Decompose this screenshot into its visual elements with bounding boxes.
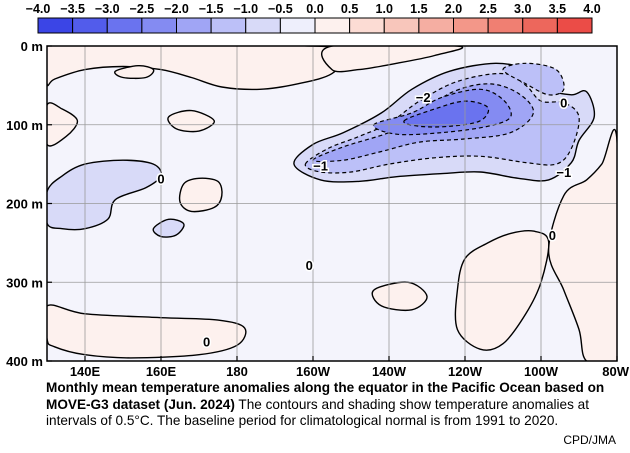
x-tick-label: 140E [70, 364, 101, 379]
colorbar-swatch [349, 17, 385, 34]
colorbar-swatch [245, 17, 281, 34]
colorbar-swatch [37, 17, 74, 34]
contour-label: 0 [157, 171, 164, 186]
x-tick-label: 140W [372, 364, 407, 379]
x-tick-label: 100W [524, 364, 559, 379]
positive-anomaly-region [167, 109, 215, 133]
colorbar-tick-label: −2.5 [130, 2, 155, 16]
contour-label: 0 [549, 228, 556, 243]
colorbar-swatch [487, 17, 524, 34]
colorbar-swatch [383, 17, 420, 34]
anomaly-shading [47, 46, 617, 361]
colorbar-tick-label: 2.5 [479, 2, 496, 16]
positive-anomaly-region [320, 46, 464, 73]
colorbar-tick-label: −1.5 [199, 2, 224, 16]
colorbar-swatch [279, 17, 316, 34]
contour-label: 0 [203, 334, 210, 349]
x-tick-label: 160E [146, 364, 177, 379]
colorbar-tick-label: 1.0 [376, 2, 393, 16]
contour-label: −1 [313, 159, 328, 174]
caption-text: The contours and shading show temperatur… [46, 396, 590, 429]
contour-labels: −2 0 −1 −1 0 0 0 0 [156, 89, 573, 351]
positive-anomaly-region [454, 229, 550, 351]
colorbar-tick-label: −2.0 [164, 2, 189, 16]
negative-anomaly-region [403, 100, 490, 128]
y-tick-label: 200 m [6, 197, 43, 212]
colorbar-swatch [72, 17, 108, 34]
colorbar-tick-label: 4.0 [583, 2, 600, 16]
x-axis: 140E 160E 180 160W 140W 120W 100W 80W [70, 356, 630, 379]
positive-anomaly-region [547, 129, 617, 361]
colorbar-swatch [314, 17, 351, 34]
colorbar-tick-label: 0.0 [306, 2, 323, 16]
colorbar-swatch [418, 17, 454, 34]
colorbar-tick-label: −1.0 [233, 2, 258, 16]
contour-label: −1 [556, 165, 571, 180]
positive-anomaly-region [114, 64, 155, 80]
colorbar-swatch [453, 17, 489, 34]
credit-label: CPD/JMA [563, 433, 616, 447]
colorbar: −4.0 −3.5 −3.0 −2.5 −2.0 −1.5 −1.0 −0.5 0.0 0.5 1.… [26, 2, 601, 34]
chart-figure: −4.0 −3.5 −3.0 −2.5 −2.0 −1.5 −1.0 −0.5 0.0 0.5 1.… [6, 2, 630, 379]
colorbar-swatch [106, 17, 143, 34]
colorbar-swatch [210, 17, 247, 34]
colorbar-swatch [556, 17, 593, 34]
colorbar-tick-label: 2.0 [445, 2, 462, 16]
contour-label: 0 [306, 258, 313, 273]
figure-caption: Monthly mean temperature anomalies along… [46, 380, 616, 430]
negative-anomaly-region [502, 62, 565, 96]
contour-label: 0 [560, 96, 567, 111]
colorbar-tick-label: −3.5 [60, 2, 85, 16]
x-tick-label: 80W [602, 364, 629, 379]
x-tick-label: 160W [296, 364, 331, 379]
y-tick-label: 300 m [6, 275, 43, 290]
contour-label: −2 [416, 90, 431, 105]
y-axis: 0 m 100 m 200 m 300 m 400 m [6, 39, 52, 369]
x-tick-label: 180 [226, 364, 248, 379]
x-tick-label: 120W [448, 364, 483, 379]
colorbar-tick-label: −3.0 [95, 2, 120, 16]
colorbar-tick-label: −0.5 [268, 2, 293, 16]
caption-title: Monthly mean temperature anomalies along… [46, 380, 605, 412]
colorbar-tick-label: 3.0 [514, 2, 531, 16]
plot-area: −2 0 −1 −1 0 0 0 0 140E 160E 180 160W 140W 120W 100W 8… [6, 39, 630, 379]
positive-anomaly-region [371, 281, 428, 312]
colorbar-tick-label: 1.5 [410, 2, 427, 16]
colorbar-tick-label: 0.5 [341, 2, 358, 16]
colorbar-swatch [176, 17, 212, 34]
grid-lines [47, 46, 617, 361]
colorbar-swatch [141, 17, 177, 34]
colorbar-tick-label: 3.5 [549, 2, 566, 16]
y-tick-label: 100 m [6, 118, 43, 133]
positive-anomaly-region [178, 177, 223, 213]
colorbar-swatch [522, 17, 558, 34]
colorbar-tick-label: −4.0 [26, 2, 51, 16]
y-tick-label: 0 m [21, 39, 43, 54]
positive-anomaly-region [47, 304, 247, 359]
y-tick-label: 400 m [6, 354, 43, 369]
